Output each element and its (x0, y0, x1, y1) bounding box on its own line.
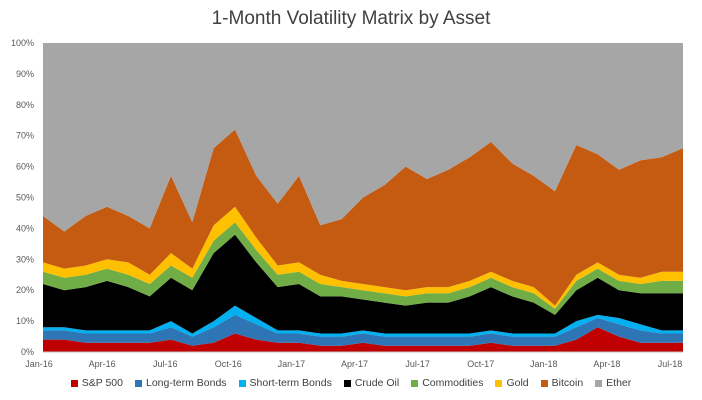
legend-item: Crude Oil (343, 377, 400, 389)
x-tick-label: Apr-17 (341, 359, 368, 369)
y-tick-label: 70% (16, 131, 34, 141)
y-axis: 0% 10% 20% 30% 40% 50% 60% 70% 80% 90% 100% (11, 38, 34, 357)
y-tick-label: 30% (16, 254, 34, 264)
legend-swatch (411, 379, 419, 387)
area-series-6 (43, 129, 683, 306)
area-series-1 (43, 314, 683, 346)
area-series-7 (43, 43, 683, 232)
legend-label: Crude Oil (354, 377, 400, 389)
legend-item: Gold (495, 377, 529, 389)
legend-label: Bitcoin (551, 377, 584, 389)
legend-item: Commodities (411, 377, 483, 389)
y-tick-label: 10% (16, 316, 34, 326)
y-tick-label: 0% (21, 347, 34, 357)
y-tick-label: 80% (16, 100, 34, 110)
legend-item: Long-term Bonds (134, 377, 227, 389)
legend-swatch (595, 379, 603, 387)
legend-item: Bitcoin (540, 377, 584, 389)
legend: S&P 500 Long-term Bonds Short-term Bonds Cr… (0, 377, 702, 389)
x-tick-label: Jan-16 (25, 359, 53, 369)
y-tick-label: 40% (16, 223, 34, 233)
area-series-4 (43, 222, 683, 315)
y-tick-label: 60% (16, 162, 34, 172)
legend-item: S&P 500 (70, 377, 123, 389)
legend-swatch (134, 379, 142, 387)
area-series-5 (43, 206, 683, 309)
legend-swatch (540, 379, 548, 387)
x-tick-label: Jan-18 (530, 359, 558, 369)
x-tick-label: Jul-18 (658, 359, 683, 369)
x-tick-label: Apr-18 (593, 359, 620, 369)
x-axis: Jan-16 Apr-16 Jul-16 Oct-16 Jan-17 Apr-17 Jul-… (25, 351, 683, 369)
y-tick-label: 100% (11, 38, 34, 48)
legend-swatch (343, 379, 351, 387)
stacked-areas (43, 43, 683, 352)
legend-label: Gold (506, 377, 529, 389)
area-series-0 (43, 327, 683, 352)
y-tick-label: 20% (16, 285, 34, 295)
area-series-3 (43, 234, 683, 334)
legend-label: Ether (606, 377, 632, 389)
area-series-2 (43, 305, 683, 337)
x-tick-label: Oct-16 (215, 359, 242, 369)
x-tick-label: Apr-16 (89, 359, 116, 369)
x-tick-label: Oct-17 (467, 359, 494, 369)
legend-swatch (238, 379, 246, 387)
y-tick-label: 90% (16, 69, 34, 79)
legend-item: Short-term Bonds (238, 377, 332, 389)
legend-label: Long-term Bonds (145, 377, 227, 389)
legend-swatch (70, 379, 78, 387)
y-tick-label: 50% (16, 193, 34, 203)
x-tick-label: Jul-16 (153, 359, 178, 369)
chart-title: 1-Month Volatility Matrix by Asset (211, 8, 491, 29)
legend-swatch (495, 379, 503, 387)
legend-label: S&P 500 (81, 377, 123, 389)
legend-item: Ether (595, 377, 631, 389)
legend-label: Commodities (422, 377, 484, 389)
x-tick-label: Jul-17 (405, 359, 430, 369)
legend-label: Short-term Bonds (249, 377, 332, 389)
x-tick-label: Jan-17 (278, 359, 306, 369)
